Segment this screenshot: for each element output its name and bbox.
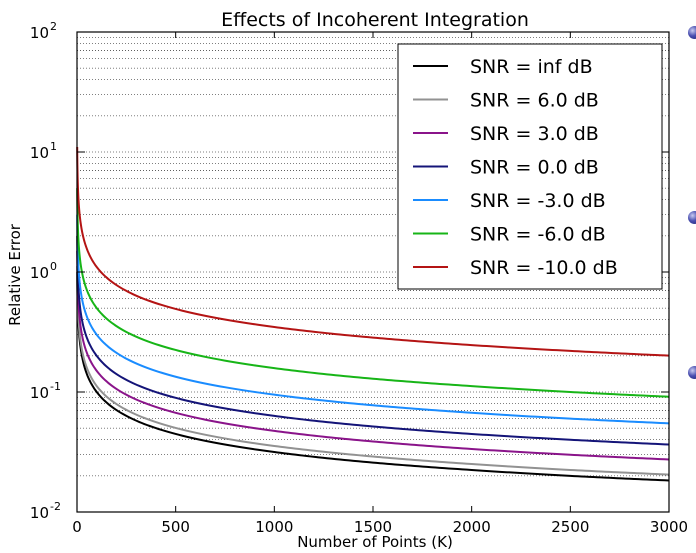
- slide-bullet-icon: [688, 211, 696, 224]
- x-tick-label: 2500: [551, 518, 589, 536]
- legend-label: SNR = -6.0 dB: [470, 224, 606, 246]
- x-tick-label: 500: [161, 518, 190, 536]
- series-line: [76, 214, 670, 425]
- y-tick-exponent: -1: [50, 380, 61, 393]
- series-line: [76, 266, 670, 476]
- x-axis-label: Number of Points (K): [297, 533, 453, 551]
- legend-label: SNR = 0.0 dB: [470, 157, 599, 179]
- y-tick-exponent: 2: [50, 20, 57, 33]
- series-line: [76, 147, 670, 357]
- y-tick-label: 10: [30, 384, 49, 402]
- series-line: [76, 250, 670, 461]
- legend-label: SNR = -10.0 dB: [470, 257, 618, 279]
- legend-label: SNR = 6.0 dB: [470, 90, 599, 112]
- slide-bullet-icon: [688, 26, 696, 39]
- y-axis-label: Relative Error: [6, 223, 24, 326]
- series-line: [76, 271, 670, 482]
- x-tick-label: 1000: [255, 518, 293, 536]
- series-lines: [76, 147, 670, 482]
- legend: SNR = inf dB SNR = 6.0 dB SNR = 3.0 dB SNR …: [397, 43, 663, 290]
- x-tick-label: 3000: [650, 518, 688, 536]
- legend-label: SNR = 3.0 dB: [470, 123, 599, 145]
- series-line: [76, 235, 670, 446]
- chart-title: Effects of Incoherent Integration: [221, 9, 529, 31]
- legend-label: SNR = inf dB: [470, 56, 593, 78]
- y-tick-label: 10: [30, 144, 49, 162]
- y-tick-label: 10: [30, 264, 49, 282]
- series-line: [76, 188, 670, 398]
- y-tick-exponent: -2: [50, 500, 61, 513]
- x-tick-label: 1500: [354, 518, 392, 536]
- y-tick-exponent: 0: [50, 260, 57, 273]
- slide-bullet-icon: [688, 366, 696, 379]
- y-tick-label: 10: [30, 504, 49, 522]
- x-tick-label: 2000: [453, 518, 491, 536]
- y-tick-exponent: 1: [50, 140, 57, 153]
- x-tick-label: 0: [72, 518, 82, 536]
- legend-label: SNR = -3.0 dB: [470, 190, 606, 212]
- y-tick-label: 10: [30, 24, 49, 42]
